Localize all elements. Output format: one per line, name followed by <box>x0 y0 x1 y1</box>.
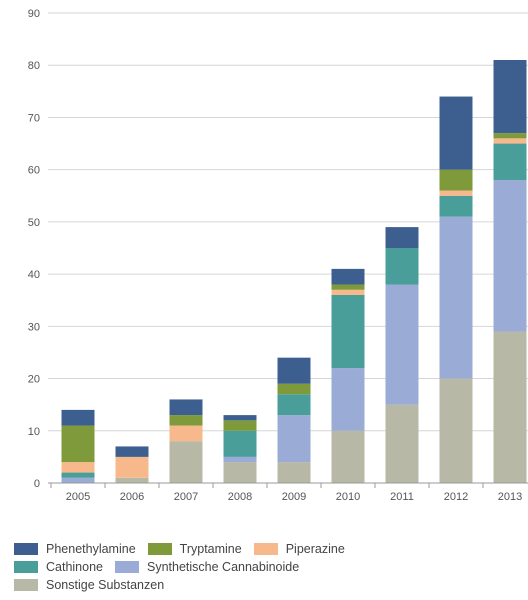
bar-segment <box>439 169 473 191</box>
legend: Phenethylamine Tryptamine Piperazine Cathin… <box>14 540 514 594</box>
bar-segment <box>493 133 527 139</box>
bar-segment <box>331 430 365 483</box>
bar-segment <box>115 446 149 457</box>
legend-label: Cathinone <box>46 560 103 574</box>
bar-segment <box>223 415 257 421</box>
x-tick-label: 2011 <box>390 491 414 503</box>
bar-segment <box>61 477 95 483</box>
legend-swatch <box>14 543 38 555</box>
bar-segment <box>493 138 527 144</box>
x-tick-label: 2006 <box>120 491 144 503</box>
legend-label: Tryptamine <box>179 542 242 556</box>
x-tick-label: 2009 <box>282 491 306 503</box>
y-tick-label: 40 <box>28 269 40 281</box>
bar-segment <box>331 284 365 290</box>
legend-label: Sonstige Substanzen <box>46 578 165 592</box>
bar-segment <box>331 295 365 369</box>
legend-swatch <box>147 543 172 555</box>
legend-swatch <box>253 543 278 555</box>
bar-segment <box>115 477 149 483</box>
legend-swatch <box>14 561 38 573</box>
bar-segment <box>493 180 527 332</box>
legend-label: Piperazine <box>285 542 345 556</box>
legend-row: Phenethylamine Tryptamine Piperazine <box>14 540 514 558</box>
bar-segment <box>385 284 419 405</box>
x-tick-label: 2007 <box>174 491 198 503</box>
bar-segment <box>439 96 473 170</box>
bar-segment <box>223 462 257 483</box>
y-tick-label: 0 <box>34 478 40 490</box>
x-tick-label: 2010 <box>336 491 360 503</box>
y-tick-label: 70 <box>28 112 40 124</box>
y-tick-label: 90 <box>28 8 40 20</box>
legend-item: Tryptamine <box>147 542 242 556</box>
legend-swatch <box>14 579 38 591</box>
legend-label: Synthetische Cannabinoide <box>147 560 300 574</box>
bar-segment <box>493 143 527 181</box>
bar-segment <box>439 216 473 379</box>
gridlines <box>48 12 528 432</box>
bar-segment <box>493 60 527 134</box>
bar-segment <box>169 415 203 426</box>
bar-segment <box>385 404 419 483</box>
x-tick-label: 2013 <box>498 491 522 503</box>
bar-segment <box>61 462 95 473</box>
legend-item: Synthetische Cannabinoide <box>115 560 299 574</box>
legend-item: Phenethylamine <box>14 542 136 556</box>
legend-row: Cathinone Synthetische Cannabinoide <box>14 558 514 576</box>
legend-swatch <box>115 561 139 573</box>
y-tick-label: 50 <box>28 217 40 229</box>
y-tick-label: 80 <box>28 60 40 72</box>
bar-segment <box>61 409 95 426</box>
bar-segment <box>331 368 365 431</box>
legend-item: Sonstige Substanzen <box>14 578 164 592</box>
y-tick-label: 30 <box>28 321 40 333</box>
bar-segment <box>277 415 311 463</box>
bar-segment <box>169 425 203 442</box>
bars <box>61 60 527 483</box>
x-tick-label: 2005 <box>66 491 90 503</box>
y-tick-label: 20 <box>28 374 40 386</box>
y-tick-label: 60 <box>28 165 40 177</box>
chart: 0 10 20 30 40 50 60 70 80 90 2005 2006 2007 2008 2009 2… <box>28 8 528 503</box>
bar-segment <box>61 472 95 478</box>
bar-segment <box>385 227 419 248</box>
bar-segment <box>385 248 419 285</box>
bar-segment <box>277 357 311 384</box>
axes: 0 10 20 30 40 50 60 70 80 90 2005 2006 2007 2008 2009 2… <box>28 8 528 503</box>
bar-segment <box>439 195 473 217</box>
bar-segment <box>493 331 527 483</box>
x-tick-label: 2012 <box>444 491 468 503</box>
legend-item: Cathinone <box>14 560 103 574</box>
bar-segment <box>169 399 203 416</box>
legend-item: Piperazine <box>253 542 345 556</box>
bar-segment <box>331 268 365 285</box>
bar-segment <box>439 190 473 196</box>
bar-segment <box>277 383 311 395</box>
bar-segment <box>169 441 203 483</box>
x-tick-label: 2008 <box>228 491 252 503</box>
bar-segment <box>439 378 473 483</box>
legend-label: Phenethylamine <box>46 542 136 556</box>
bar-segment <box>331 289 365 295</box>
bar-segment <box>115 456 149 478</box>
y-tick-label: 10 <box>28 426 40 438</box>
bar-segment <box>277 394 311 416</box>
legend-row: Sonstige Substanzen <box>14 576 514 594</box>
bar-segment <box>223 420 257 431</box>
bar-segment <box>61 425 95 463</box>
bar-segment <box>277 462 311 483</box>
bar-segment <box>223 430 257 457</box>
bar-segment <box>223 456 257 463</box>
